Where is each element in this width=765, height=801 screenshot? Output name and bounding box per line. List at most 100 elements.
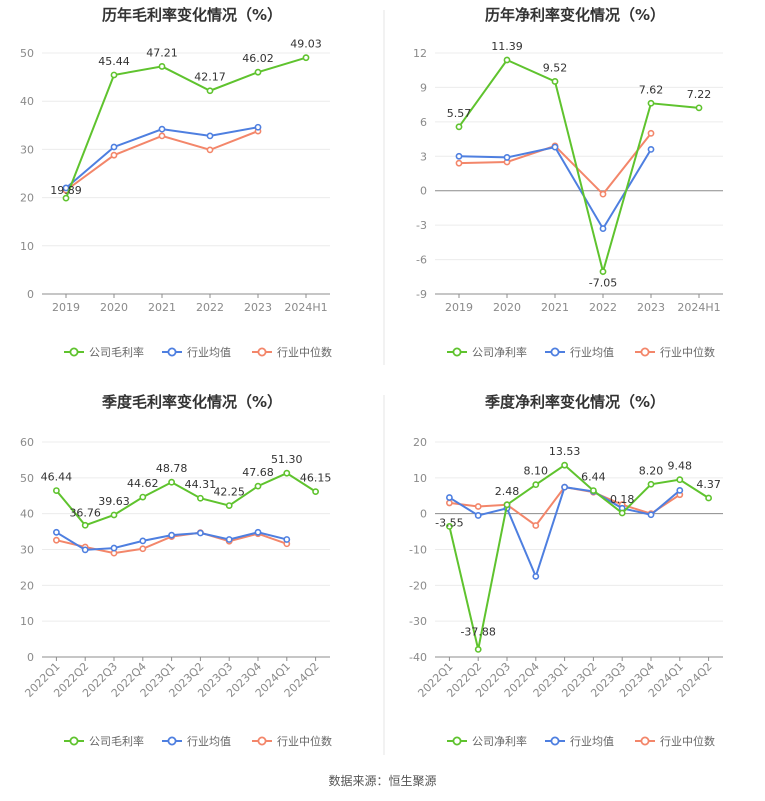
data-label: 36.76 [69,506,101,519]
data-point [225,536,233,543]
data-point [445,522,453,530]
legend-label: 行业中位数 [660,734,715,748]
data-point [676,486,684,494]
y-tick-label: 9 [420,81,427,94]
y-tick-label: -40 [409,651,427,664]
y-tick-label: 12 [413,47,427,60]
data-label: -37.88 [460,625,495,638]
data-point [561,461,568,469]
data-label: 6.44 [581,471,606,484]
series-line-行业均值 [458,145,652,231]
legend-swatch-marker [167,736,177,746]
data-label: 7.22 [687,88,712,101]
data-point [206,132,214,140]
data-point [551,78,559,85]
y-tick-label: 10 [20,615,34,628]
data-point [705,494,712,502]
series-line-行业中位数 [449,486,681,527]
data-point [53,536,60,544]
data-point [81,521,89,529]
y-tick-label: 0 [27,288,34,301]
legend-swatch-marker [257,347,267,357]
data-point [158,125,166,133]
data-point [532,522,540,529]
data-label: 45.44 [98,55,130,68]
data-label: 51.30 [271,453,303,466]
data-label: 46.15 [300,472,332,485]
y-tick-label: 20 [20,192,34,205]
source-note: 数据来源：恒生聚源 [328,774,437,788]
data-label: 42.17 [194,71,226,84]
data-point [618,509,626,517]
data-label: 11.39 [491,40,523,53]
legend-swatch-marker [69,736,79,746]
data-point [695,104,703,112]
data-point [139,545,147,553]
data-label: 49.03 [290,38,322,51]
legend-swatch-marker [257,736,267,746]
y-tick-label: -30 [409,615,427,628]
data-point [455,152,463,160]
data-point [599,225,607,232]
legend-swatch-marker [640,736,650,746]
legend-swatch-marker [550,347,560,357]
chart-quarterly-net-margin: 季度净利率变化情况（%）-40-30-20-10010202022Q12022Q… [409,393,723,748]
data-point [62,194,70,202]
y-tick-label: 0 [27,651,34,664]
y-tick-label: -9 [416,288,427,301]
legend-label: 公司毛利率 [89,734,144,748]
data-point [445,499,453,507]
legend-swatch-marker [550,736,560,746]
legend-swatch-marker [69,347,79,357]
data-label: 2.48 [495,485,520,498]
data-point [206,87,214,95]
data-label: 8.10 [524,465,549,478]
chart-title: 季度净利率变化情况（%） [485,393,665,411]
data-point [158,132,166,140]
y-tick-label: 3 [420,150,427,163]
data-label: 9.52 [543,61,568,74]
legend-swatch-marker [452,736,462,746]
data-point [53,487,60,494]
x-tick-label: 2021 [148,301,176,314]
data-point [503,56,511,64]
data-point [561,483,568,491]
x-tick-label: 2019 [52,301,80,314]
x-tick-label: 2022 [196,301,224,314]
data-point [283,536,291,543]
data-point [254,123,262,131]
data-label: -7.05 [589,277,617,290]
data-point [139,537,147,545]
data-label: 42.25 [213,486,245,499]
legend-label: 行业均值 [570,735,614,748]
data-label: 9.48 [668,460,693,473]
data-point [474,503,482,510]
chart-title: 历年净利率变化情况（%） [485,6,665,24]
data-label: 4.37 [696,478,721,491]
y-tick-label: 20 [20,579,34,592]
data-point [110,544,118,552]
data-label: 48.78 [156,462,188,475]
x-tick-label: 2023 [637,301,665,314]
x-tick-label: 2020 [493,301,521,314]
series-line-行业均值 [448,486,681,580]
y-tick-label: 20 [413,436,427,449]
data-point [254,68,262,76]
data-point [168,478,175,486]
y-tick-label: 0 [420,508,427,521]
legend-label: 公司净利率 [472,734,527,748]
x-tick-label: 2019 [445,301,473,314]
data-label: 47.21 [146,46,178,59]
y-tick-label: 50 [20,472,34,485]
legend-label: 行业中位数 [277,345,332,359]
data-point [676,476,684,484]
data-label: 13.53 [549,445,581,458]
data-point [283,469,291,477]
x-tick-label: 2023 [244,301,272,314]
y-tick-label: 30 [20,143,34,156]
data-label: 39.63 [98,495,130,508]
data-point [53,528,60,536]
x-tick-label: 2021 [541,301,569,314]
data-point [196,494,204,502]
